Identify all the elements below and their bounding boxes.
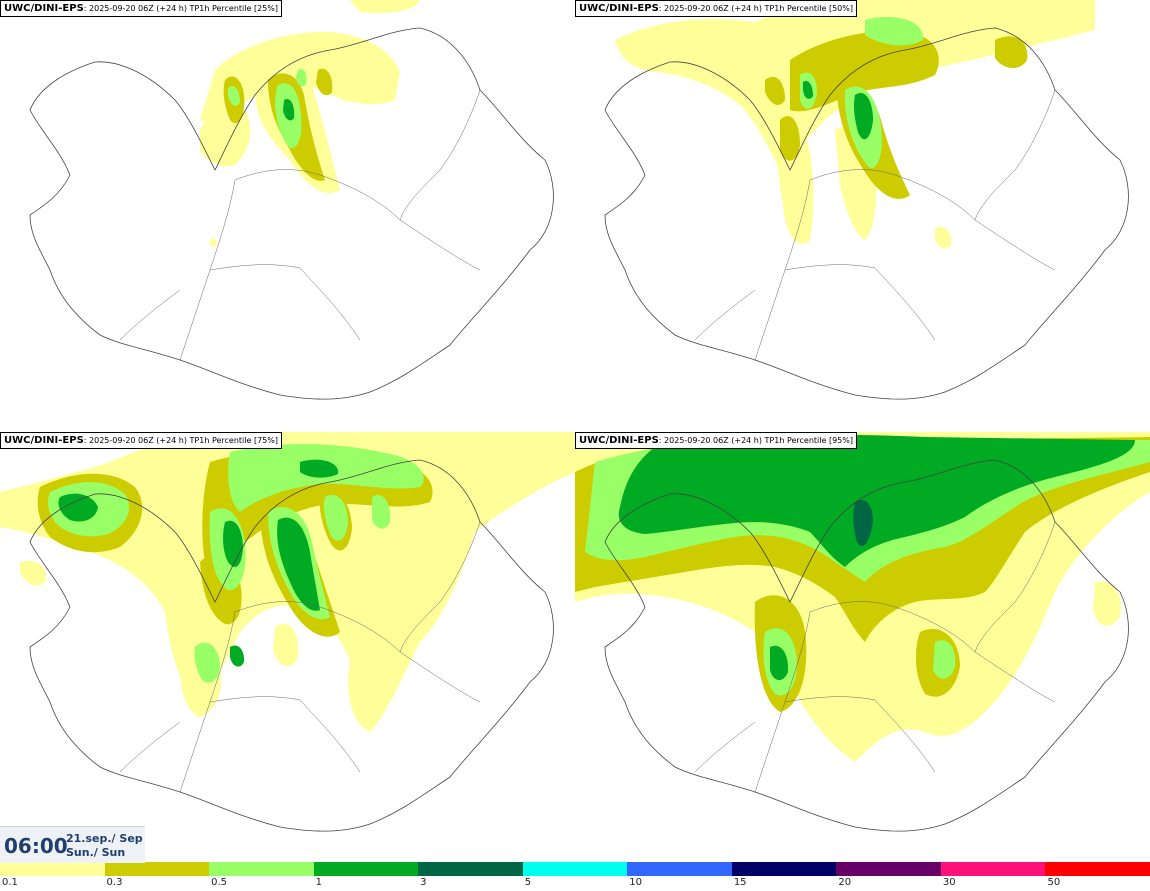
precip-area [1093, 581, 1121, 626]
color-scale-tick-label: 3 [420, 877, 427, 888]
precip-area [228, 443, 424, 512]
iceland-coastline [604, 459, 1129, 832]
precip-area [20, 560, 46, 586]
road-network [119, 89, 481, 361]
color-scale-tick-label: 0.3 [106, 877, 123, 888]
run-info: 2025-09-20 06Z (+24 h) TP1h Percentile [… [89, 436, 278, 445]
panel-title: UWC/DINI-EPS: 2025-09-20 06Z (+24 h) TP1… [0, 432, 282, 449]
color-scale-tick-label: 30 [942, 877, 956, 888]
valid-date-line2: Sun./ Sun [66, 846, 126, 859]
valid-time: 06:00 [4, 834, 68, 858]
color-scale-swatch [1045, 862, 1150, 876]
precip-area [853, 500, 873, 546]
color-scale-tick-label: 20 [838, 877, 852, 888]
valid-date: 21.sep./ Sep Sun./ Sun [66, 832, 143, 860]
panel-title: UWC/DINI-EPS: 2025-09-20 06Z (+24 h) TP1… [575, 0, 857, 17]
map-panel-p95: UWC/DINI-EPS: 2025-09-20 06Z (+24 h) TP1… [575, 432, 1150, 864]
road-network [694, 89, 1056, 361]
panel-title: UWC/DINI-EPS: 2025-09-20 06Z (+24 h) TP1… [0, 0, 282, 17]
precip-area [368, 59, 392, 95]
run-info: 2025-09-20 06Z (+24 h) TP1h Percentile [… [664, 436, 853, 445]
color-scale-swatch [0, 862, 105, 876]
precip-area [765, 76, 785, 106]
model-name: UWC/DINI-EPS [579, 435, 659, 446]
valid-time-box: 06:00 21.sep./ Sep Sun./ Sun [0, 826, 145, 863]
precip-area [780, 116, 800, 161]
precip-area [283, 98, 295, 121]
iceland-coastline [29, 459, 554, 832]
precip-area [350, 0, 420, 14]
precip-area [228, 85, 240, 106]
map-panel-p50: UWC/DINI-EPS: 2025-09-20 06Z (+24 h) TP1… [575, 0, 1150, 432]
color-scale-swatch [940, 862, 1046, 876]
precip-area [995, 36, 1028, 69]
color-scale-tick-label: 5 [524, 877, 532, 888]
run-info: 2025-09-20 06Z (+24 h) TP1h Percentile [… [89, 4, 278, 13]
precip-area [935, 226, 952, 249]
precip-area [194, 642, 220, 683]
precip-area [230, 645, 245, 667]
precip-map [604, 0, 1129, 400]
precip-area [372, 494, 391, 529]
valid-date-line1: 21.sep./ Sep [66, 832, 143, 845]
color-scale-tick-label: 0.5 [211, 877, 227, 888]
model-name: UWC/DINI-EPS [4, 3, 84, 14]
color-scale-swatch [627, 862, 732, 876]
precip-area [803, 80, 813, 99]
color-scale-swatch [731, 862, 837, 876]
precip-area [770, 645, 789, 681]
precip-map [29, 0, 554, 400]
color-scale-swatch [104, 862, 210, 876]
precip-area [854, 92, 873, 140]
precip-area [300, 459, 339, 478]
precip-area [58, 493, 98, 522]
precip-area [865, 16, 924, 46]
road-network [694, 521, 1056, 793]
panel-title: UWC/DINI-EPS: 2025-09-20 06Z (+24 h) TP1… [575, 432, 857, 449]
color-scale-swatch [313, 862, 419, 876]
precip-area [209, 238, 217, 247]
color-scale-tick-label: 0.1 [2, 877, 18, 888]
color-scale-tick-label: 1 [315, 877, 322, 888]
color-scale-tick-label: 10 [629, 877, 642, 888]
iceland-coastline [604, 27, 1129, 400]
precip-map [575, 432, 1150, 832]
precip-area [277, 517, 320, 611]
map-panel-p75: UWC/DINI-EPS: 2025-09-20 06Z (+24 h) TP1… [0, 432, 575, 864]
color-scale-swatch [209, 862, 314, 876]
run-info: 2025-09-20 06Z (+24 h) TP1h Percentile [… [664, 4, 853, 13]
road-network [119, 521, 481, 793]
color-scale-tick-label: 15 [733, 877, 747, 888]
precip-area [296, 68, 307, 87]
color-scale-swatch [836, 862, 941, 876]
precip-area [618, 435, 1135, 567]
iceland-coastline [29, 27, 554, 400]
color-scale-bar [0, 862, 1150, 876]
color-scale-swatch [522, 862, 628, 876]
precip-area [330, 54, 363, 102]
precip-area [933, 640, 956, 679]
color-scale-tick-label: 50 [1047, 877, 1061, 888]
precip-area [316, 68, 333, 96]
precip-area [815, 699, 836, 727]
precip-map [0, 432, 575, 832]
color-scale-swatch [418, 862, 523, 876]
model-name: UWC/DINI-EPS [4, 435, 84, 446]
color-scale-ticks: 0.1 0.3 0.5 1 3 5 10 15 20 30 50 [0, 876, 1150, 891]
map-panel-p25: UWC/DINI-EPS: 2025-09-20 06Z (+24 h) TP1… [0, 0, 575, 432]
precip-area [790, 31, 939, 112]
model-name: UWC/DINI-EPS [579, 3, 659, 14]
precip-area [323, 495, 348, 541]
precip-area [273, 623, 299, 667]
